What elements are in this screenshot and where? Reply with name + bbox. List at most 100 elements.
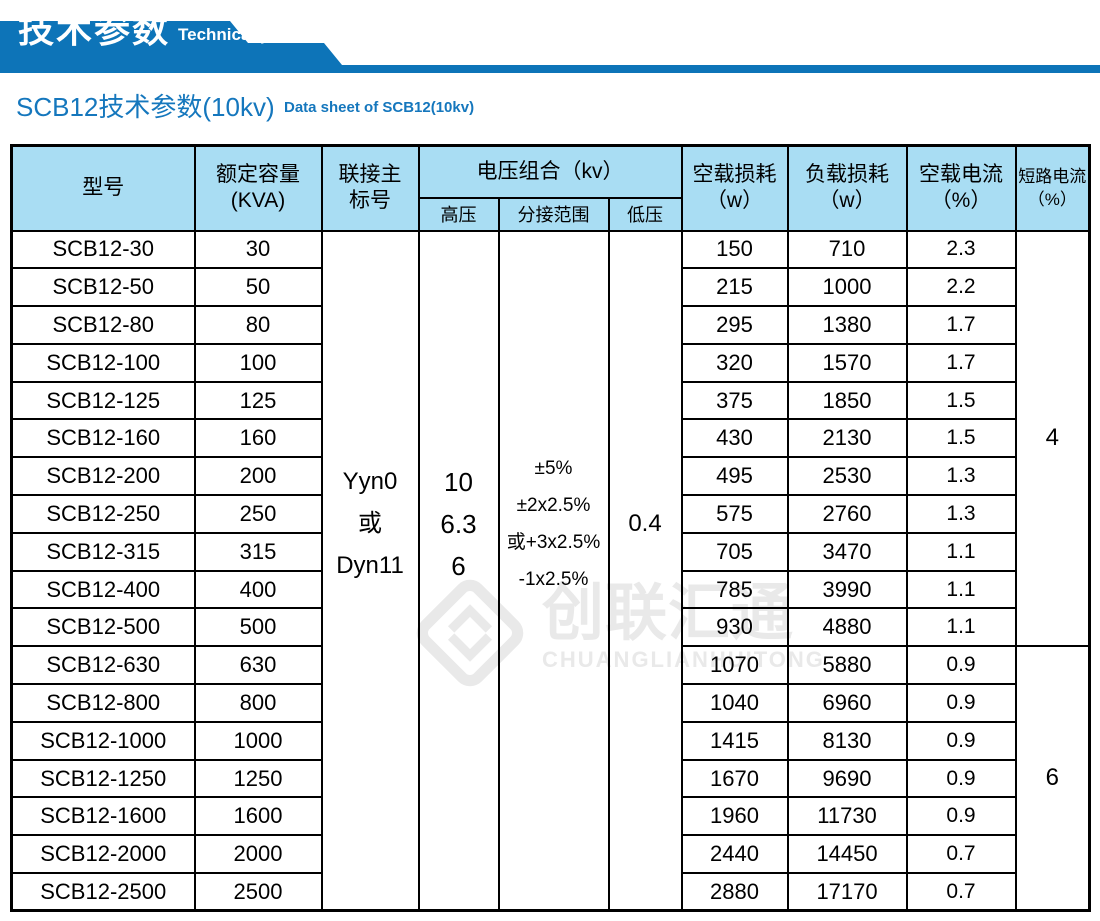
table-row: SCB12-1600 1600 1960 11730 0.9 [10, 796, 1090, 837]
table-row: SCB12-2500 2500 2880 17170 0.7 [10, 872, 1090, 912]
table-row: SCB12-100 100 320 1570 1.7 [10, 342, 1090, 383]
cell-capacity: 125 [193, 380, 323, 421]
header-load-loss-line1: 负载损耗 [805, 163, 890, 187]
header-no-load-current-line1: 空载电流 [919, 163, 1004, 187]
cell-no-load-current: 0.9 [905, 683, 1017, 723]
table-row: SCB12-500 500 930 4880 1.1 [10, 607, 1090, 648]
cell-no-load-loss: 785 [680, 569, 789, 610]
header-no-load-current: 空载电流 （%） [905, 144, 1017, 232]
cell-no-load-current: 2.3 [905, 229, 1017, 270]
cell-model: SCB12-315 [10, 531, 196, 572]
cell-model: SCB12-400 [10, 569, 196, 610]
spec-table-wrap: 型号 额定容量 (KVA) 联接主 标号 电压组合（kv） 空载损耗 （w） 负… [10, 144, 1092, 913]
cell-no-load-loss: 1070 [680, 645, 789, 686]
cell-no-load-loss: 375 [680, 380, 789, 421]
cell-model: SCB12-80 [10, 305, 196, 345]
table-row: SCB12-80 80 295 1380 1.7 [10, 305, 1090, 345]
cell-capacity: 2000 [193, 834, 323, 875]
cell-load-loss: 2130 [786, 418, 908, 459]
cell-no-load-current: 0.9 [905, 720, 1017, 761]
table-row: SCB12-2000 2000 2440 14450 0.7 [10, 834, 1090, 875]
header-load-loss: 负载损耗 （w） [786, 144, 908, 232]
cell-no-load-loss: 1960 [680, 796, 789, 837]
cell-model: SCB12-800 [10, 683, 196, 723]
table-row: SCB12-630 630 1070 5880 0.9 6 [10, 645, 1091, 912]
cell-model: SCB12-1600 [10, 796, 196, 837]
cell-tap-range: ±5% ±2x2.5% 或+3x2.5% -1x2.5% [497, 229, 610, 912]
cell-capacity: 1000 [193, 720, 323, 761]
table-row: SCB12-1000 1000 1415 8130 0.9 [10, 720, 1090, 761]
cell-capacity: 30 [193, 229, 323, 270]
cell-model: SCB12-1000 [10, 720, 196, 761]
cell-model: SCB12-500 [10, 607, 196, 648]
cell-no-load-loss: 150 [680, 229, 789, 270]
cell-no-load-current: 1.5 [905, 418, 1017, 459]
cell-connection-symbol: Yyn0 或 Dyn11 [320, 229, 420, 912]
header-row-1: 型号 额定容量 (KVA) 联接主 标号 电压组合（kv） 空载损耗 （w） 负… [10, 144, 1091, 232]
cell-capacity: 80 [193, 305, 323, 345]
cell-load-loss: 11730 [786, 796, 908, 837]
cell-no-load-loss: 575 [680, 494, 789, 534]
cell-capacity: 800 [193, 683, 323, 723]
table-header: 型号 额定容量 (KVA) 联接主 标号 电压组合（kv） 空载损耗 （w） 负… [10, 144, 1091, 232]
cell-model: SCB12-30 [10, 229, 196, 270]
cell-capacity: 315 [193, 531, 323, 572]
header-connection-line1: 联接主 [338, 163, 402, 187]
cell-load-loss: 8130 [786, 720, 908, 761]
header-high-voltage: 高压 [417, 196, 500, 232]
cell-load-loss: 1380 [786, 305, 908, 345]
cell-load-loss: 3990 [786, 569, 908, 610]
cell-model: SCB12-1250 [10, 758, 196, 799]
cell-no-load-loss: 495 [680, 456, 789, 497]
cell-no-load-loss: 1670 [680, 758, 789, 799]
cell-no-load-current: 1.1 [905, 531, 1017, 572]
section-title-cn: SCB12技术参数(10kv) [16, 92, 275, 122]
table-row: SCB12-160 160 430 2130 1.5 [10, 418, 1090, 459]
header-no-load-loss-line1: 空载损耗 [692, 163, 777, 187]
cell-load-loss: 1850 [786, 380, 908, 421]
table-body: SCB12-30 30 Yyn0 或 Dyn11 10 6.3 6 ±5% ±2x2.5% 或+3x… [10, 229, 1091, 912]
cell-high-voltage: 10 6.3 6 [417, 229, 500, 912]
header-low-voltage: 低压 [607, 196, 683, 232]
cell-load-loss: 3470 [786, 531, 908, 572]
cell-load-loss: 1000 [786, 267, 908, 308]
table-row: SCB12-1250 1250 1670 9690 0.9 [10, 758, 1090, 799]
section-title-en: Data sheet of SCB12(10kv) [284, 99, 475, 116]
cell-no-load-current: 1.7 [905, 305, 1017, 345]
table-row: SCB12-250 250 575 2760 1.3 [10, 494, 1090, 534]
cell-load-loss: 9690 [786, 758, 908, 799]
header-capacity: 额定容量 (KVA) [193, 144, 323, 232]
table-row: SCB12-200 200 495 2530 1.3 [10, 456, 1090, 497]
cell-capacity: 500 [193, 607, 323, 648]
cell-load-loss: 2760 [786, 494, 908, 534]
header-no-load-loss: 空载损耗 （w） [680, 144, 789, 232]
header-voltage-combo: 电压组合（kv） [417, 144, 683, 199]
cell-no-load-current: 1.7 [905, 342, 1017, 383]
cell-no-load-current: 0.9 [905, 645, 1017, 686]
cell-load-loss: 5880 [786, 645, 908, 686]
header-capacity-line2: (KVA) [230, 189, 286, 213]
cell-load-loss: 2530 [786, 456, 908, 497]
cell-model: SCB12-100 [10, 342, 196, 383]
cell-no-load-loss: 705 [680, 531, 789, 572]
cell-capacity: 1600 [193, 796, 323, 837]
cell-no-load-loss: 2880 [680, 872, 789, 912]
table-row: SCB12-125 125 375 1850 1.5 [10, 380, 1090, 421]
cell-no-load-loss: 215 [680, 267, 789, 308]
header-connection-line2: 标号 [349, 189, 391, 213]
cell-capacity: 1250 [193, 758, 323, 799]
cell-model: SCB12-160 [10, 418, 196, 459]
cell-model: SCB12-2000 [10, 834, 196, 875]
cell-model: SCB12-250 [10, 494, 196, 534]
banner-title: 技术参数 [18, 9, 171, 50]
header-capacity-line1: 额定容量 [216, 163, 300, 187]
cell-model: SCB12-2500 [10, 872, 196, 912]
cell-no-load-current: 1.3 [905, 494, 1017, 534]
header-no-load-loss-line2: （w） [705, 189, 764, 213]
cell-no-load-loss: 1415 [680, 720, 789, 761]
cell-load-loss: 4880 [786, 607, 908, 648]
cell-no-load-loss: 1040 [680, 683, 789, 723]
cell-load-loss: 17170 [786, 872, 908, 912]
cell-capacity: 50 [193, 267, 323, 308]
cell-short-circuit-group2: 6 [1014, 645, 1091, 912]
